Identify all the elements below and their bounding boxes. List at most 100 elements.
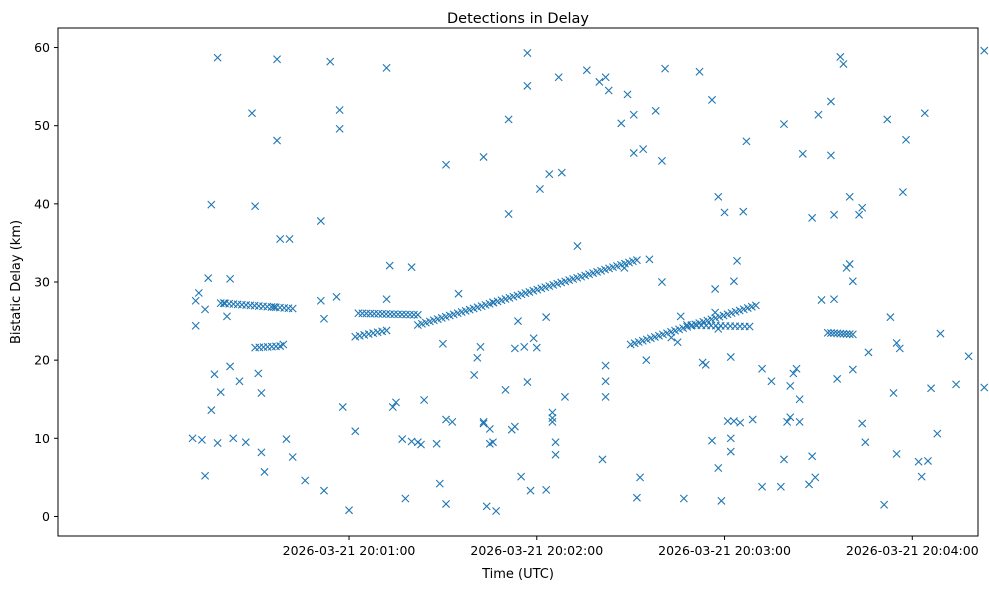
data-point (823, 328, 832, 337)
data-point (729, 417, 738, 426)
data-point (601, 377, 610, 386)
data-point (254, 369, 263, 378)
data-point (554, 73, 563, 82)
data-point (657, 156, 666, 165)
data-point (442, 499, 451, 508)
data-point (733, 256, 742, 265)
data-point (501, 385, 510, 394)
data-point (817, 295, 826, 304)
data-point (542, 485, 551, 494)
x-tick-label: 2026-03-21 20:02:00 (470, 543, 603, 558)
data-point (454, 289, 463, 298)
data-point (273, 136, 282, 145)
data-point (920, 109, 929, 118)
data-point (560, 392, 569, 401)
data-point (595, 77, 604, 86)
data-point (711, 285, 720, 294)
data-point (229, 434, 238, 443)
y-tick-label: 10 (34, 431, 50, 446)
data-point (848, 330, 857, 339)
data-point (695, 67, 704, 76)
data-point (758, 482, 767, 491)
data-point (548, 413, 557, 422)
data-point (276, 342, 285, 351)
data-point (886, 313, 895, 322)
data-point (845, 192, 854, 201)
data-point (792, 364, 801, 373)
data-point (789, 369, 798, 378)
data-point (473, 353, 482, 362)
data-point (814, 110, 823, 119)
data-point (542, 313, 551, 322)
data-point (316, 296, 325, 305)
data-point (601, 392, 610, 401)
data-point (557, 168, 566, 177)
data-point (479, 417, 488, 426)
x-tick-label: 2026-03-21 20:04:00 (846, 543, 979, 558)
data-point (767, 377, 776, 386)
y-tick-label: 60 (34, 40, 50, 55)
data-point (936, 329, 945, 338)
data-point (407, 263, 416, 272)
data-point (492, 507, 501, 515)
data-point (345, 506, 354, 515)
data-point (288, 453, 297, 462)
data-point (632, 493, 641, 502)
data-point (898, 188, 907, 197)
data-point (257, 388, 266, 397)
y-tick-label: 0 (42, 509, 50, 524)
data-point (855, 210, 864, 219)
data-point (830, 210, 839, 219)
data-point (933, 429, 942, 438)
data-point (326, 57, 335, 66)
data-point (726, 434, 735, 443)
data-point (676, 312, 685, 321)
data-point (551, 450, 560, 459)
data-point (729, 277, 738, 286)
data-point (517, 472, 526, 481)
data-point (479, 152, 488, 161)
data-point (833, 329, 842, 338)
data-point (808, 452, 817, 461)
data-point (338, 403, 347, 412)
data-point (520, 342, 529, 351)
data-point (836, 52, 845, 61)
data-point (845, 330, 854, 339)
chart-title: Detections in Delay (447, 11, 589, 27)
data-point (952, 380, 961, 389)
data-point (194, 288, 203, 297)
data-point (470, 371, 479, 379)
data-point (617, 119, 626, 128)
data-point (282, 435, 291, 444)
y-tick-label: 50 (34, 118, 50, 133)
data-point (260, 467, 269, 476)
data-point (573, 242, 582, 251)
data-point (226, 362, 235, 371)
y-tick-label: 40 (34, 196, 50, 211)
data-point (385, 261, 394, 270)
data-point (417, 440, 425, 449)
data-point (510, 344, 519, 353)
data-point (808, 213, 817, 222)
data-point (514, 317, 522, 326)
data-point (805, 480, 814, 489)
y-tick-label: 20 (34, 353, 50, 368)
data-point (651, 106, 660, 115)
data-point (601, 361, 610, 370)
data-point (545, 170, 554, 179)
x-axis-ticks: 2026-03-21 20:01:00 2026-03-21 20:02:00 20… (283, 536, 979, 558)
data-point (248, 109, 257, 118)
data-point (201, 471, 210, 480)
data-point (207, 406, 216, 415)
data-point (504, 115, 513, 124)
data-point (895, 344, 904, 353)
data-point (848, 277, 857, 286)
data-point (276, 235, 285, 244)
data-point (883, 115, 892, 124)
data-point (526, 486, 535, 495)
data-point (758, 364, 767, 373)
data-point (927, 384, 936, 393)
data-point (826, 97, 835, 106)
data-point (319, 314, 328, 323)
data-point (726, 353, 735, 362)
